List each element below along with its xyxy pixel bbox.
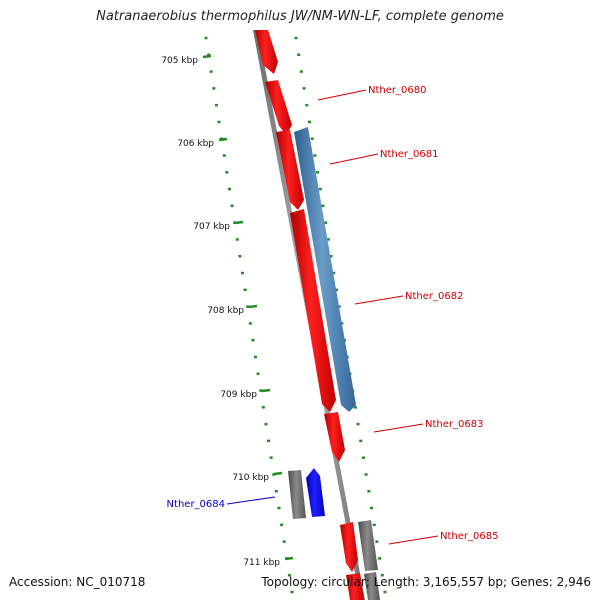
kbp-major-ticks: [202, 54, 294, 561]
gene-arrow-nther-0681-red: [276, 130, 304, 210]
gene-label-nther-0682[interactable]: Nther_0682: [405, 291, 463, 302]
gene-label-nther-0685[interactable]: Nther_0685: [440, 531, 498, 542]
gene-arrow-nther-0683: [324, 412, 345, 462]
kbp-label: 711 kbp: [243, 558, 280, 568]
kbp-labels: 705 kbp 706 kbp 707 kbp 708 kbp 709 kbp …: [161, 56, 280, 568]
kbp-label: 705 kbp: [161, 56, 198, 66]
gene-arrow-nther-0685: [340, 522, 358, 572]
gene-label-nther-0684[interactable]: Nther_0684: [167, 499, 225, 510]
gene-block-gray-0684: [288, 470, 306, 519]
kbp-label: 708 kbp: [207, 306, 244, 316]
kbp-label: 707 kbp: [193, 222, 230, 232]
gene-arrow-nther-0684: [306, 468, 325, 517]
genome-summary-text: Topology: circular; Length: 3,165,557 bp…: [261, 575, 591, 589]
genome-title: Natranaerobius thermophilus JW/NM-WN-LF,…: [96, 9, 504, 24]
gene-arrow-nther-0680: [265, 80, 292, 135]
gene-arrow-nther-0681: [294, 127, 356, 412]
gene-label-nther-0683[interactable]: Nther_0683: [425, 419, 483, 430]
kbp-label: 710 kbp: [232, 473, 269, 483]
gene-arrow-partial-top: [255, 30, 278, 74]
gene-arrow-nther-0682: [290, 209, 336, 412]
kbp-label: 706 kbp: [177, 139, 214, 149]
gene-arrow-partial-bottom: [346, 573, 364, 600]
accession-text: Accession: NC_010718: [9, 575, 146, 589]
gene-label-nther-0681[interactable]: Nther_0681: [380, 149, 438, 160]
kbp-label: 709 kbp: [220, 390, 257, 400]
gene-leader-lines: [226, 89, 439, 545]
gene-block-gray-0685: [358, 520, 378, 571]
gene-block-gray-bottom: [364, 572, 380, 600]
gene-label-nther-0680[interactable]: Nther_0680: [368, 85, 426, 96]
